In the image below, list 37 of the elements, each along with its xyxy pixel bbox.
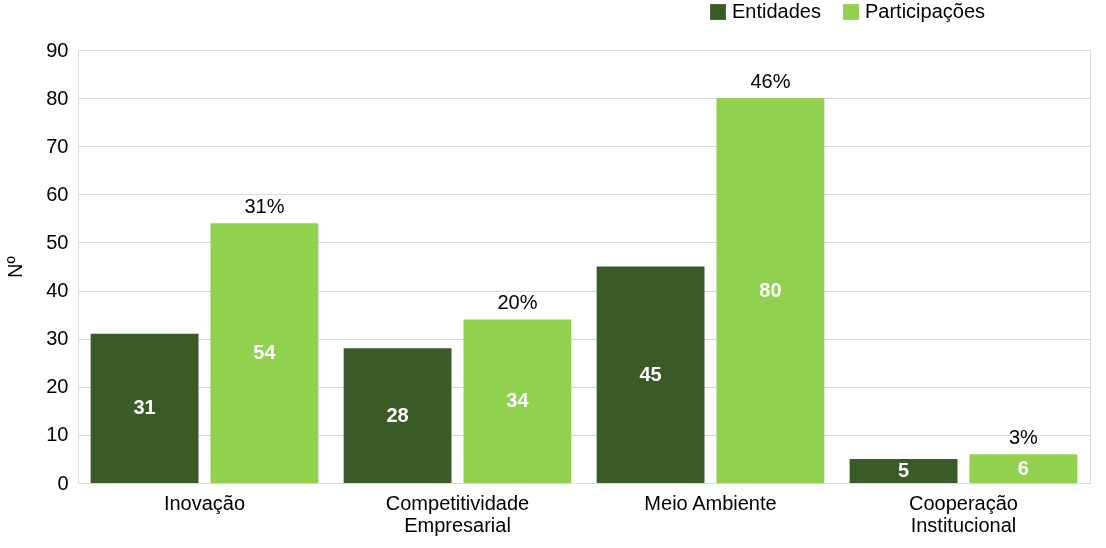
data-label: 5 bbox=[898, 458, 910, 481]
data-label: 54 bbox=[253, 341, 277, 364]
bar bbox=[343, 348, 452, 483]
y-tick-label: 50 bbox=[46, 230, 69, 253]
legend-label: Entidades bbox=[732, 0, 821, 22]
data-label: 45 bbox=[639, 362, 662, 385]
data-label: 80 bbox=[759, 278, 782, 301]
y-tick-label: 60 bbox=[46, 182, 69, 205]
annotation: 31% bbox=[244, 195, 285, 218]
legend-label: Participações bbox=[865, 0, 986, 22]
bar bbox=[849, 458, 958, 483]
y-tick-label: 20 bbox=[46, 375, 69, 398]
data-label: 6 bbox=[1017, 456, 1029, 479]
annotation: 3% bbox=[1008, 426, 1039, 449]
data-label: 34 bbox=[506, 389, 530, 412]
x-tick-label: Inovação bbox=[163, 491, 246, 514]
data-label: 31 bbox=[133, 396, 156, 419]
x-tick-label: Cooperação Institucional bbox=[909, 491, 1018, 536]
bar bbox=[716, 98, 825, 483]
y-tick-label: 80 bbox=[46, 86, 69, 109]
bar bbox=[90, 333, 199, 483]
annotation: 20% bbox=[497, 291, 538, 314]
y-tick-label: 70 bbox=[46, 134, 69, 157]
y-tick-label: 30 bbox=[46, 327, 69, 350]
x-tick-label: Meio Ambiente bbox=[644, 491, 777, 514]
y-tick-label: 90 bbox=[46, 38, 69, 61]
y-tick-label: 40 bbox=[46, 279, 69, 302]
bar bbox=[969, 454, 1078, 483]
bar bbox=[596, 266, 705, 483]
bar bbox=[463, 319, 572, 483]
y-tick-label: 0 bbox=[57, 471, 69, 494]
annotation: 46% bbox=[750, 70, 791, 93]
x-tick-label: Competitividade Empresarial bbox=[385, 491, 530, 536]
data-label: 28 bbox=[386, 403, 409, 426]
y-tick-label: 10 bbox=[46, 423, 69, 446]
bar bbox=[210, 223, 319, 483]
y-axis-title: Nº bbox=[4, 255, 27, 278]
